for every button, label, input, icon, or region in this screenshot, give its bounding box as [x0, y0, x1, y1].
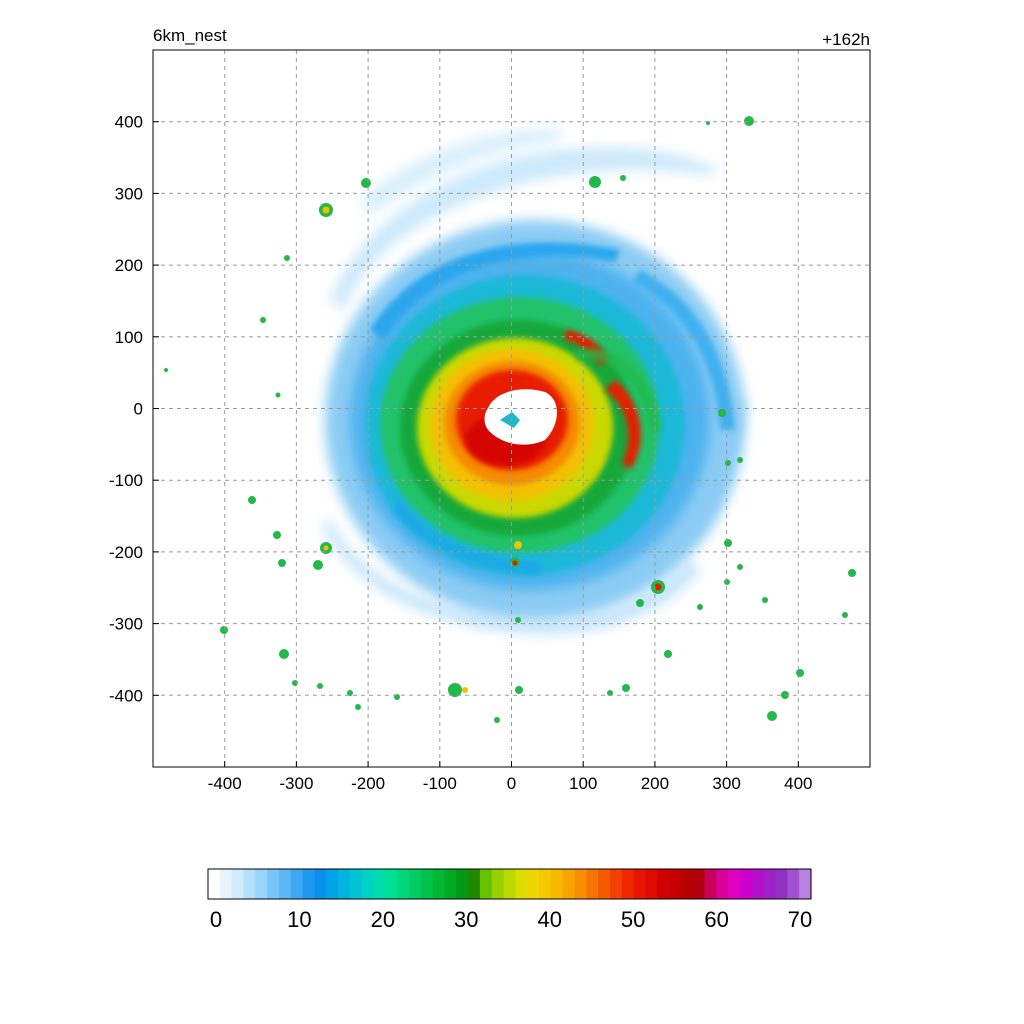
colorbar-tick-label: 30	[454, 907, 478, 932]
colorbar-swatch	[479, 869, 493, 899]
colorbar-swatch	[692, 869, 706, 899]
colorbar-swatch	[255, 869, 268, 899]
panel-title-left: 6km_nest	[153, 26, 227, 45]
colorbar-swatch	[231, 869, 245, 899]
colorbar-swatch	[456, 869, 469, 899]
colorbar-swatch	[208, 869, 221, 899]
convective-cells	[164, 116, 856, 723]
colorbar-frame	[207, 868, 812, 900]
colorbar-swatch	[373, 869, 386, 899]
colorbar-swatch	[444, 869, 457, 899]
colorbar-swatch	[751, 869, 765, 899]
y-tick-label: -400	[109, 686, 143, 705]
x-tick-label: 100	[569, 774, 597, 793]
colorbar-swatch	[468, 869, 481, 899]
panel-title-right: +162h	[822, 30, 870, 49]
colorbar-swatch	[799, 869, 812, 899]
colorbar-swatch	[716, 869, 729, 899]
colorbar-swatch	[432, 869, 446, 899]
colorbar-swatch	[290, 869, 304, 899]
colorbar-swatch	[349, 869, 363, 899]
colorbar-swatch	[775, 869, 788, 899]
y-tick-label: -100	[109, 471, 143, 490]
colorbar-swatch	[243, 869, 256, 899]
colorbar-swatch	[397, 869, 410, 899]
colorbar-swatch	[598, 869, 611, 899]
colorbar-swatch	[610, 869, 623, 899]
colorbar-swatch	[278, 869, 292, 899]
colorbar-tick-label: 60	[704, 907, 728, 932]
x-tick-label: -400	[208, 774, 242, 793]
x-tick-label: -300	[279, 774, 313, 793]
y-axis: 400 300 200 100 0 -100 -200 -300 -400	[109, 113, 159, 705]
colorbar-swatch	[586, 869, 599, 899]
colorbar-swatch	[491, 869, 505, 899]
heatmap-field	[164, 116, 856, 723]
colorbar-tick-label: 10	[287, 907, 311, 932]
colorbar-swatch	[680, 869, 694, 899]
y-tick-label: 400	[115, 113, 143, 132]
colorbar-swatch	[574, 869, 587, 899]
x-tick-label: -100	[423, 774, 457, 793]
colorbar-swatch	[657, 869, 670, 899]
colorbar-swatch	[409, 869, 422, 899]
colorbar-swatch	[267, 869, 280, 899]
x-tick-label: -200	[351, 774, 385, 793]
colorbar-tick-label: 50	[621, 907, 645, 932]
colorbar-swatch	[704, 869, 718, 899]
colorbar-tick-label: 40	[537, 907, 561, 932]
y-tick-label: 0	[134, 400, 143, 419]
colorbar-swatch	[763, 869, 777, 899]
colorbar-swatch	[515, 869, 528, 899]
colorbar-swatch	[527, 869, 540, 899]
colorbar-tick-label: 0	[210, 907, 222, 932]
colorbar-swatch	[420, 869, 434, 899]
colorbar-swatch	[314, 869, 327, 899]
colorbar-swatch	[550, 869, 564, 899]
colorbar-swatch	[326, 869, 339, 899]
y-tick-label: 200	[115, 256, 143, 275]
x-tick-label: 300	[712, 774, 740, 793]
colorbar	[207, 868, 812, 900]
colorbar-swatch	[503, 869, 517, 899]
colorbar-tick-label: 70	[788, 907, 812, 932]
colorbar-swatch	[338, 869, 351, 899]
colorbar-swatch	[361, 869, 375, 899]
colorbar-swatch	[219, 869, 233, 899]
colorbar-swatch	[787, 869, 800, 899]
x-tick-label: 0	[507, 774, 516, 793]
y-tick-label: 100	[115, 328, 143, 347]
colorbar-swatch	[562, 869, 576, 899]
colorbar-tick-label: 20	[371, 907, 395, 932]
x-tick-label: 200	[641, 774, 669, 793]
colorbar-labels: 0 10 20 30 40 50 60 70	[210, 907, 812, 932]
y-tick-label: -200	[109, 543, 143, 562]
colorbar-swatch	[385, 869, 398, 899]
x-tick-label: 400	[784, 774, 812, 793]
colorbar-swatch	[621, 869, 635, 899]
colorbar-swatch	[645, 869, 658, 899]
colorbar-swatch	[302, 869, 316, 899]
colorbar-swatch	[728, 869, 741, 899]
x-axis: -400 -300 -200 -100 0 100 200 300 400	[208, 761, 812, 793]
colorbar-swatch	[669, 869, 682, 899]
colorbar-swatch	[633, 869, 647, 899]
y-tick-label: 300	[115, 184, 143, 203]
y-tick-label: -300	[109, 615, 143, 634]
colorbar-swatch	[740, 869, 753, 899]
colorbar-swatch	[539, 869, 552, 899]
